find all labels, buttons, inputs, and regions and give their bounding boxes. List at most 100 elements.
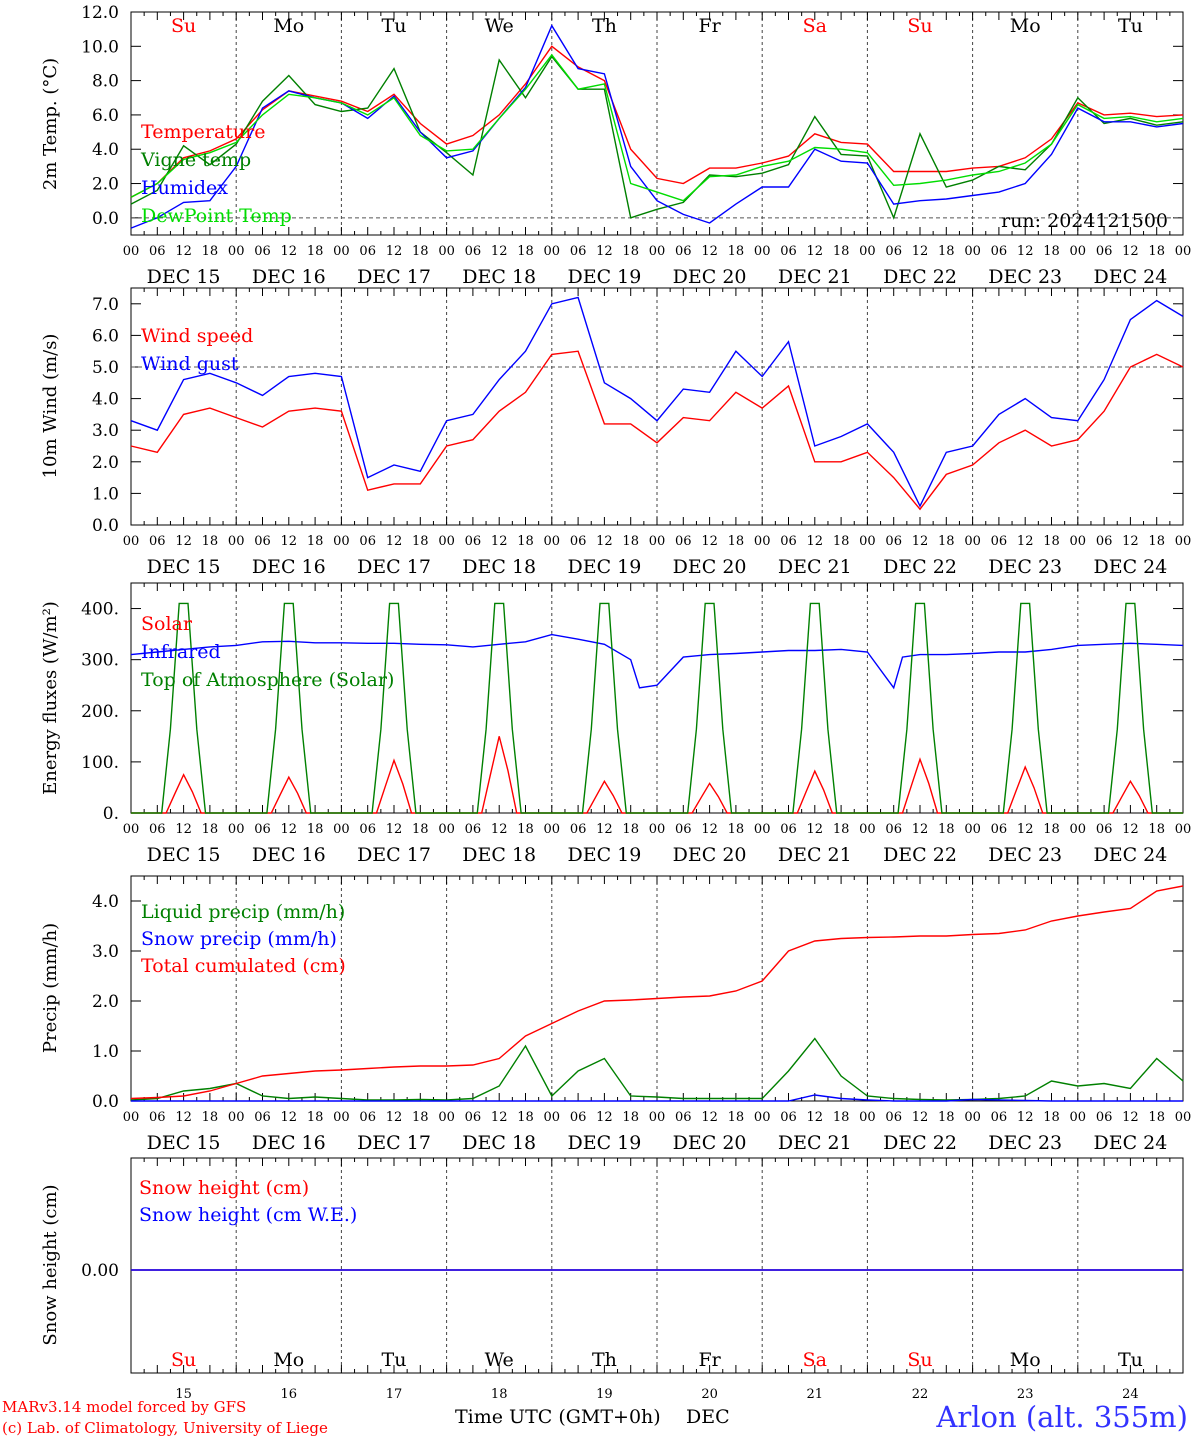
series-line-humidex — [130, 24, 1184, 229]
hour-tick-label: 06 — [254, 822, 271, 837]
date-label: DEC 24 — [1093, 556, 1167, 578]
date-label: DEC 17 — [357, 556, 431, 578]
hour-tick-label: 12 — [701, 822, 718, 837]
panel-frame — [130, 287, 1184, 526]
date-label: DEC 23 — [988, 844, 1062, 866]
hour-tick-label: 18 — [833, 822, 850, 837]
hour-tick-label: 12 — [175, 244, 192, 259]
y-tick-label: 4.0 — [92, 140, 119, 160]
hour-tick-label: 00 — [859, 1110, 876, 1125]
hour-tick-label: 18 — [412, 822, 429, 837]
hour-tick-label: 00 — [228, 822, 245, 837]
y-axis-label: Energy fluxes (W/m²) — [40, 601, 61, 795]
y-tick-label: 4.0 — [92, 390, 119, 410]
hour-tick-label: 06 — [991, 1110, 1008, 1125]
date-label: DEC 21 — [778, 266, 852, 288]
hour-tick-label: 18 — [1148, 534, 1165, 549]
hour-tick-label: 06 — [570, 534, 587, 549]
hour-tick-label: 06 — [885, 534, 902, 549]
series-line-liquid-precip-mm-h- — [130, 1037, 1184, 1101]
hour-tick-label: 06 — [570, 244, 587, 259]
hour-tick-label: 06 — [254, 244, 271, 259]
hour-tick-label: 12 — [701, 1110, 718, 1125]
weekday-label: Mo — [273, 15, 304, 37]
hour-tick-label: 06 — [1096, 244, 1113, 259]
hour-tick-label: 12 — [491, 244, 508, 259]
hour-tick-label: 00 — [754, 822, 771, 837]
day-number: 22 — [912, 1387, 929, 1402]
day-number: 20 — [701, 1387, 718, 1402]
weekday-label: Sa — [803, 1349, 827, 1371]
panel-frame — [130, 11, 1184, 236]
hour-tick-label: 12 — [807, 822, 824, 837]
hour-tick-label: 00 — [1175, 534, 1192, 549]
legend-entry: Humidex — [141, 177, 228, 199]
y-tick-label: 3.0 — [92, 421, 119, 441]
date-label: DEC 23 — [988, 556, 1062, 578]
hour-tick-label: 00 — [544, 244, 561, 259]
weekday-label: Tu — [1118, 1349, 1143, 1371]
legend-entry: Vigne temp — [140, 149, 251, 171]
hour-tick-label: 00 — [964, 1110, 981, 1125]
y-tick-label: 6.0 — [92, 106, 119, 126]
date-label: DEC 15 — [147, 844, 221, 866]
hour-tick-label: 18 — [517, 244, 534, 259]
hour-tick-label: 06 — [254, 1110, 271, 1125]
day-number: 21 — [807, 1387, 824, 1402]
legend-entry: Liquid precip (mm/h) — [141, 901, 345, 923]
hour-tick-label: 18 — [938, 1110, 955, 1125]
legend-entry: Wind speed — [141, 325, 253, 347]
date-label: DEC 17 — [357, 844, 431, 866]
hour-tick-label: 18 — [1148, 822, 1165, 837]
hour-tick-label: 00 — [964, 822, 981, 837]
hour-tick-label: 00 — [333, 1110, 350, 1125]
hour-tick-label: 12 — [912, 1110, 929, 1125]
hour-tick-label: 18 — [622, 822, 639, 837]
weekday-label: Su — [171, 1349, 196, 1371]
weekday-label: We — [485, 1349, 514, 1371]
date-label: DEC 20 — [673, 844, 747, 866]
hour-tick-label: 00 — [544, 534, 561, 549]
weekday-label: Su — [907, 1349, 932, 1371]
hour-tick-label: 12 — [912, 822, 929, 837]
hour-tick-label: 06 — [780, 244, 797, 259]
hour-tick-label: 00 — [964, 244, 981, 259]
hour-tick-label: 12 — [1122, 534, 1139, 549]
weekday-label: Mo — [1010, 15, 1041, 37]
weekday-label: Su — [171, 15, 196, 37]
hour-tick-label: 18 — [622, 534, 639, 549]
hour-tick-label: 18 — [938, 534, 955, 549]
legend-entry: Infrared — [141, 641, 221, 663]
hour-tick-label: 18 — [1043, 822, 1060, 837]
date-label: DEC 17 — [357, 266, 431, 288]
hour-tick-label: 12 — [491, 1110, 508, 1125]
hour-tick-label: 00 — [754, 1110, 771, 1125]
y-axis-label: 10m Wind (m/s) — [40, 334, 61, 479]
hour-tick-label: 18 — [728, 822, 745, 837]
hour-tick-label: 12 — [596, 1110, 613, 1125]
model-credit: MARv3.14 model forced by GFS — [2, 1398, 247, 1416]
weekday-label: Su — [907, 15, 932, 37]
hour-tick-label: 12 — [491, 534, 508, 549]
series-line-wind-gust — [130, 296, 1184, 508]
hour-tick-label: 12 — [807, 1110, 824, 1125]
series-line-infrared — [130, 633, 1184, 690]
y-tick-label: 6.0 — [92, 326, 119, 346]
date-label: DEC 15 — [147, 266, 221, 288]
hour-tick-label: 00 — [438, 244, 455, 259]
hour-tick-label: 00 — [123, 822, 140, 837]
hour-tick-label: 18 — [1148, 1110, 1165, 1125]
hour-tick-label: 18 — [622, 1110, 639, 1125]
date-label: DEC 19 — [567, 556, 641, 578]
legend-entry: Solar — [141, 613, 193, 635]
y-tick-label: 0. — [103, 804, 119, 824]
hour-tick-label: 00 — [1070, 1110, 1087, 1125]
hour-tick-label: 12 — [281, 822, 298, 837]
xaxis-month: DEC — [686, 1406, 730, 1428]
hour-tick-label: 12 — [1017, 822, 1034, 837]
hour-tick-label: 06 — [359, 822, 376, 837]
hour-tick-label: 00 — [754, 244, 771, 259]
lab-credit: (c) Lab. of Climatology, University of L… — [2, 1419, 328, 1437]
hour-tick-label: 18 — [307, 1110, 324, 1125]
y-tick-label: 2.0 — [92, 992, 119, 1012]
